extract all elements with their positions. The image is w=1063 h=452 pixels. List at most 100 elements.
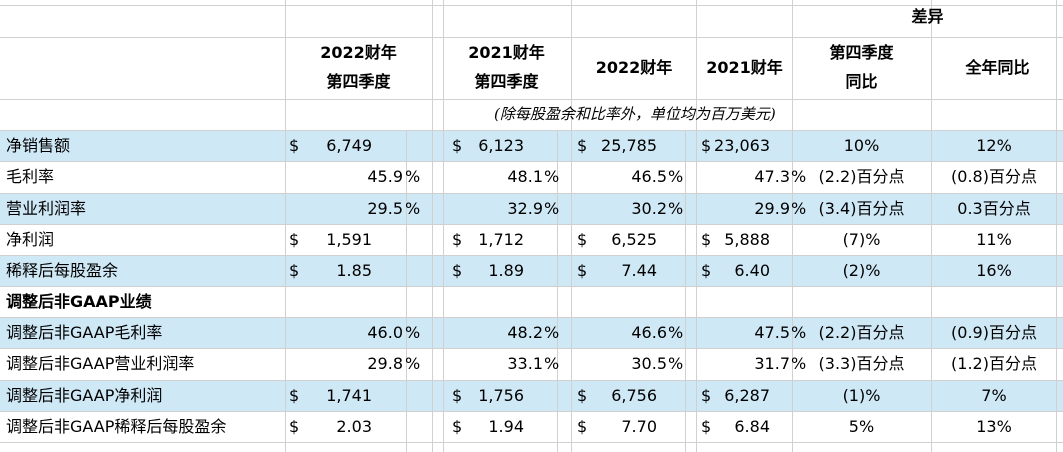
percent-sign: % <box>405 199 421 218</box>
value-cell: 1,756 <box>478 386 524 405</box>
currency-symbol: $ <box>289 386 300 405</box>
value-cell: 6.40 <box>734 261 770 280</box>
percent-sign: % <box>544 199 560 218</box>
percent-sign: % <box>544 354 560 373</box>
q4-yoy-cell: (7)% <box>842 230 881 249</box>
percent-sign: % <box>791 323 807 342</box>
grid-hline <box>0 380 1063 381</box>
value-cell: 1.94 <box>488 417 524 436</box>
value-cell: 33.1 <box>507 354 543 373</box>
currency-symbol: $ <box>577 230 588 249</box>
currency-symbol: $ <box>577 261 588 280</box>
q4-yoy-cell: (1)% <box>842 386 881 405</box>
currency-symbol: $ <box>452 417 463 436</box>
value-cell: 46.0 <box>367 323 403 342</box>
value-cell: 1.89 <box>488 261 524 280</box>
value-cell: 6,525 <box>611 230 657 249</box>
currency-symbol: $ <box>701 386 712 405</box>
value-cell: 7.44 <box>621 261 657 280</box>
value-cell: 29.5 <box>367 199 403 218</box>
value-cell: 47.3 <box>754 167 790 186</box>
value-cell: 47.5 <box>754 323 790 342</box>
annual-yoy-cell: 12% <box>976 136 1012 155</box>
col-header-fy2022: 2022财年 <box>595 58 673 77</box>
value-cell: 6,749 <box>326 136 372 155</box>
section-label: 调整后非GAAP业绩 <box>6 292 152 311</box>
grid-hline <box>0 99 1063 100</box>
grid-hline <box>0 130 1063 131</box>
annual-yoy-cell: 0.3百分点 <box>957 199 1031 218</box>
grid-hline <box>0 193 1063 194</box>
grid-hline <box>0 5 1063 6</box>
row-label: 净利润 <box>6 230 55 249</box>
annual-yoy-cell: 11% <box>976 230 1012 249</box>
currency-symbol: $ <box>452 261 463 280</box>
row-label: 调整后非GAAP毛利率 <box>6 323 163 342</box>
q4-yoy-cell: (3.4)百分点 <box>818 199 905 218</box>
grid-hline <box>0 348 1063 349</box>
percent-sign: % <box>668 199 684 218</box>
currency-symbol: $ <box>577 417 588 436</box>
currency-symbol: $ <box>452 136 463 155</box>
row-label: 稀释后每股盈余 <box>6 261 119 280</box>
col-header-annual-yoy: 全年同比 <box>965 58 1030 77</box>
currency-symbol: $ <box>289 261 300 280</box>
grid-hline <box>0 411 1063 412</box>
value-cell: 6,123 <box>478 136 524 155</box>
row-band <box>0 317 1063 348</box>
q4-yoy-cell: (2.2)百分点 <box>818 167 905 186</box>
row-label: 净销售额 <box>6 136 71 155</box>
grid-vline <box>696 0 697 452</box>
currency-symbol: $ <box>701 417 712 436</box>
value-cell: 31.7 <box>754 354 790 373</box>
value-cell: 30.2 <box>631 199 667 218</box>
value-cell: 48.2 <box>507 323 543 342</box>
row-label: 营业利润率 <box>6 199 87 218</box>
row-label: 调整后非GAAP营业利润率 <box>6 354 195 373</box>
q4-yoy-cell: (2)% <box>842 261 881 280</box>
value-cell: 30.5 <box>631 354 667 373</box>
value-cell: 6.84 <box>734 417 770 436</box>
row-band <box>0 130 1063 161</box>
currency-symbol: $ <box>289 136 300 155</box>
value-cell: 1.85 <box>336 261 372 280</box>
q4-yoy-cell: (2.2)百分点 <box>818 323 905 342</box>
grid-hline <box>0 255 1063 256</box>
row-label: 毛利率 <box>6 167 55 186</box>
currency-symbol: $ <box>577 136 588 155</box>
row-band <box>0 380 1063 411</box>
grid-vline <box>792 0 793 452</box>
value-cell: 45.9 <box>367 167 403 186</box>
grid-vline <box>285 0 286 452</box>
grid-vline-minor <box>406 130 407 452</box>
percent-sign: % <box>405 323 421 342</box>
grid-hline <box>0 442 1063 443</box>
percent-sign: % <box>544 167 560 186</box>
row-band <box>0 255 1063 286</box>
currency-symbol: $ <box>289 230 300 249</box>
grid-vline-minor <box>557 130 558 452</box>
percent-sign: % <box>791 167 807 186</box>
grid-hline <box>0 317 1063 318</box>
grid-vline <box>443 0 444 452</box>
grid-vline <box>931 0 932 452</box>
col-header-fy2021: 2021财年 <box>706 58 783 77</box>
percent-sign: % <box>791 354 807 373</box>
row-band <box>0 193 1063 224</box>
units-note: (除每股盈余和比率外，单位均为百万美元) <box>494 105 776 123</box>
q4-yoy-cell: (3.3)百分点 <box>818 354 905 373</box>
value-cell: 1,712 <box>478 230 524 249</box>
annual-yoy-cell: (0.8)百分点 <box>951 167 1037 186</box>
currency-symbol: $ <box>701 136 712 155</box>
annual-yoy-cell: (1.2)百分点 <box>951 354 1037 373</box>
annual-yoy-cell: 7% <box>981 386 1007 405</box>
value-cell: 23,063 <box>714 136 770 155</box>
percent-sign: % <box>405 354 421 373</box>
value-cell: 46.6 <box>631 323 667 342</box>
grid-vline <box>432 0 433 452</box>
percent-sign: % <box>668 354 684 373</box>
percent-sign: % <box>668 323 684 342</box>
value-cell: 32.9 <box>507 199 543 218</box>
percent-sign: % <box>544 323 560 342</box>
currency-symbol: $ <box>701 261 712 280</box>
